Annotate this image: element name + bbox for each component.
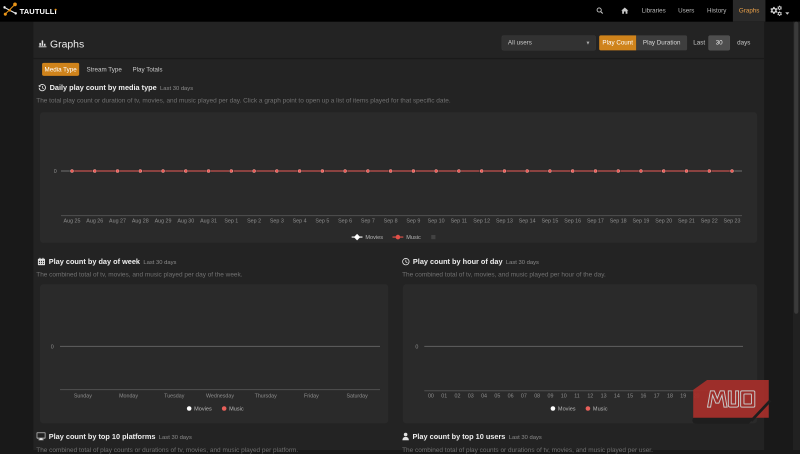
svg-text:00: 00 (428, 394, 434, 400)
svg-text:Sep 10: Sep 10 (428, 219, 445, 225)
svg-text:Sep 7: Sep 7 (361, 219, 375, 225)
svg-text:Wednesday: Wednesday (206, 394, 234, 400)
svg-text:Aug 25: Aug 25 (64, 219, 81, 225)
svg-text:Movies: Movies (558, 407, 576, 413)
svg-text:Sep 4: Sep 4 (293, 219, 307, 225)
svg-text:0: 0 (415, 344, 418, 350)
svg-text:07: 07 (521, 394, 527, 400)
svg-text:14: 14 (614, 394, 620, 400)
svg-text:Aug 29: Aug 29 (155, 219, 172, 225)
svg-text:Sep 22: Sep 22 (701, 219, 718, 225)
svg-text:Sep 5: Sep 5 (315, 219, 329, 225)
svg-text:Saturday: Saturday (346, 394, 368, 400)
svg-text:Sep 6: Sep 6 (338, 219, 352, 225)
svg-text:Music: Music (229, 407, 244, 413)
svg-text:Sep 18: Sep 18 (610, 219, 627, 225)
svg-text:Music: Music (593, 407, 608, 413)
svg-text:Sep 9: Sep 9 (406, 219, 420, 225)
svg-text:Sunday: Sunday (74, 394, 92, 400)
svg-text:09: 09 (547, 394, 553, 400)
svg-text:Aug 31: Aug 31 (200, 219, 217, 225)
svg-text:Aug 30: Aug 30 (177, 219, 194, 225)
svg-text:Movies: Movies (365, 235, 383, 241)
svg-text:Aug 26: Aug 26 (86, 219, 103, 225)
svg-text:Sep 1: Sep 1 (224, 219, 238, 225)
svg-text:0: 0 (51, 344, 54, 350)
svg-text:08: 08 (534, 394, 540, 400)
svg-text:Sep 20: Sep 20 (655, 219, 672, 225)
svg-text:0: 0 (54, 169, 57, 175)
svg-text:Sep 16: Sep 16 (564, 219, 581, 225)
svg-text:17: 17 (654, 394, 660, 400)
svg-text:18: 18 (667, 394, 673, 400)
svg-text:Thursday: Thursday (255, 394, 278, 400)
svg-text:Sep 15: Sep 15 (541, 219, 558, 225)
svg-text:Sep 23: Sep 23 (724, 219, 741, 225)
svg-text:06: 06 (508, 394, 514, 400)
svg-text:13: 13 (601, 394, 607, 400)
svg-text:01: 01 (441, 394, 447, 400)
svg-text:Sep 2: Sep 2 (247, 219, 261, 225)
svg-text:15: 15 (627, 394, 633, 400)
svg-text:10: 10 (561, 394, 567, 400)
svg-text:Sep 17: Sep 17 (587, 219, 604, 225)
svg-text:12: 12 (587, 394, 593, 400)
svg-text:Movies: Movies (194, 407, 212, 413)
svg-text:04: 04 (481, 394, 487, 400)
svg-text:03: 03 (468, 394, 474, 400)
svg-text:Friday: Friday (304, 394, 319, 400)
svg-text:Aug 28: Aug 28 (132, 219, 149, 225)
svg-text:Sep 11: Sep 11 (451, 219, 468, 225)
svg-text:16: 16 (640, 394, 646, 400)
svg-text:Sep 3: Sep 3 (270, 219, 284, 225)
svg-text:Sep 8: Sep 8 (384, 219, 398, 225)
svg-text:Sep 21: Sep 21 (678, 219, 695, 225)
svg-text:Sep 19: Sep 19 (633, 219, 650, 225)
svg-text:Tuesday: Tuesday (164, 394, 185, 400)
svg-text:11: 11 (574, 394, 580, 400)
svg-text:Sep 13: Sep 13 (496, 219, 513, 225)
svg-text:Aug 27: Aug 27 (109, 219, 126, 225)
svg-text:Monday: Monday (119, 394, 138, 400)
svg-text:Music: Music (406, 235, 421, 241)
svg-text:02: 02 (455, 394, 461, 400)
svg-text:Sep 12: Sep 12 (473, 219, 490, 225)
svg-text:05: 05 (494, 394, 500, 400)
svg-text:19: 19 (680, 394, 686, 400)
svg-text:Sep 14: Sep 14 (519, 219, 536, 225)
